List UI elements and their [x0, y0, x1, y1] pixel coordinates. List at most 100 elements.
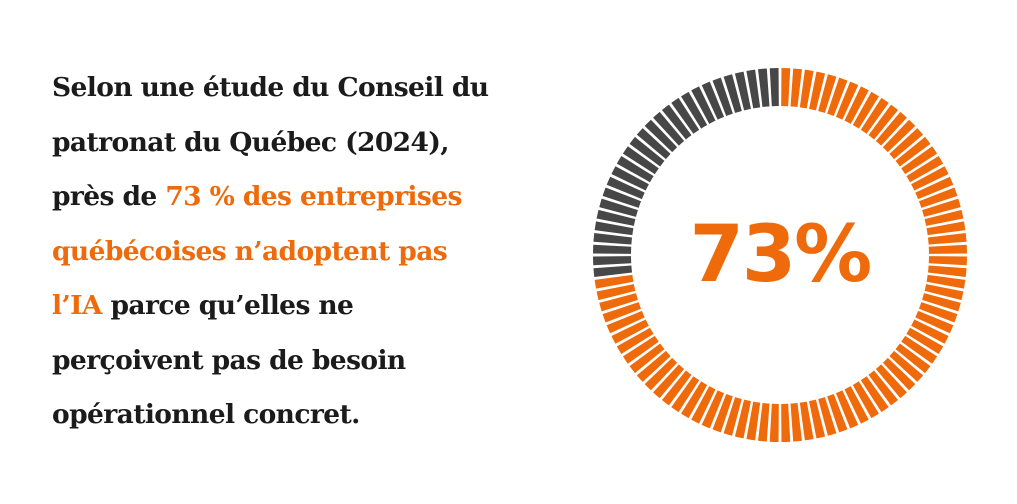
highlighted-text: 73 % des entreprises [165, 181, 462, 212]
donut-segment-adopting-not [882, 119, 916, 153]
donut-segment-adopting-not [681, 381, 708, 419]
donut-segment-adopting-not [644, 357, 678, 391]
donut-segment-remainder [712, 77, 733, 117]
text-line: l’IA parce qu’elles ne [52, 286, 572, 341]
donut-segment-remainder [723, 74, 742, 113]
donut-segment-adopting-not [712, 393, 733, 433]
donut-segment-adopting-not [926, 221, 966, 236]
donut-segment-adopting-not [606, 310, 645, 334]
donut-segment-adopting-not [701, 390, 725, 429]
donut-segment-remainder [691, 86, 716, 124]
donut-segment-remainder [593, 233, 633, 245]
donut-segment-adopting-not [852, 381, 879, 419]
donut-segment-adopting-not [882, 357, 916, 391]
donut-segment-adopting-not [636, 350, 671, 382]
donut-segment-remainder [769, 68, 779, 107]
donut-segment-adopting-not [818, 397, 837, 436]
donut-segment-adopting-not [799, 401, 814, 441]
donut-segment-remainder [602, 187, 642, 208]
donut-segment-adopting-not [927, 265, 967, 277]
donut-segment-adopting-not [827, 393, 848, 433]
donut-segment-remainder [594, 221, 634, 236]
donut-segment-adopting-not [889, 350, 924, 382]
donut-segment-adopting-not [922, 198, 961, 217]
donut-segment-adopting-not [723, 397, 742, 436]
donut-segment-remainder [599, 198, 638, 217]
donut-segment-adopting-not [924, 284, 964, 301]
text-segment: patronat du Québec (2024), [52, 126, 450, 158]
donut-segment-adopting-not [868, 370, 899, 406]
donut-segment-adopting-not [809, 71, 826, 111]
donut-segment-adopting-not [629, 343, 665, 374]
donut-segment-remainder [606, 176, 645, 200]
donut-segment-adopting-not [844, 386, 869, 424]
donut-segment-adopting-not [746, 401, 761, 441]
donut-segment-remainder [616, 156, 654, 183]
donut-segment-adopting-not [602, 302, 642, 323]
donut-segment-adopting-not [818, 74, 837, 113]
donut-segment-adopting-not [901, 146, 938, 175]
donut-segment-adopting-not [911, 319, 949, 344]
donut-segment-remainder [593, 256, 632, 266]
donut-segment-adopting-not [852, 91, 879, 129]
donut-segment-adopting-not [734, 399, 751, 439]
donut-segment-remainder [629, 136, 665, 167]
donut-segment-remainder [746, 69, 761, 109]
donut-segment-adopting-not [928, 244, 967, 254]
donut-segment-adopting-not [860, 97, 889, 134]
donut-segment-adopting-not [781, 403, 791, 442]
donut-segment-adopting-not [927, 233, 967, 245]
donut-segment-remainder [593, 265, 633, 277]
text-segment: Selon une étude du Conseil du [52, 72, 489, 103]
donut-segment-adopting-not [889, 128, 924, 160]
text-segment: parce qu’elles ne [101, 290, 354, 321]
donut-segment-remainder [611, 166, 649, 191]
donut-segment-remainder [671, 97, 700, 134]
donut-segment-adopting-not [911, 166, 949, 191]
donut-segment-adopting-not [799, 69, 814, 109]
donut-segment-remainder [636, 128, 671, 160]
donut-segment-adopting-not [928, 256, 967, 266]
center-percentage-label: 73% [689, 210, 873, 300]
donut-segment-adopting-not [827, 77, 848, 117]
donut-segment-adopting-not [790, 402, 802, 442]
donut-segment-adopting-not [844, 86, 869, 124]
donut-segment-adopting-not [915, 176, 954, 200]
donut-segment-remainder [701, 81, 725, 120]
text-segment: opérationnel concret. [52, 399, 360, 430]
donut-segment-adopting-not [599, 293, 638, 312]
text-segment: perçoivent pas de besoin [52, 344, 406, 376]
donut-segment-remainder [758, 68, 770, 108]
text-segment: près de [52, 181, 166, 212]
donut-segment-adopting-not [906, 156, 944, 183]
donut-segment-adopting-not [860, 376, 889, 413]
donut-segment-remainder [681, 91, 708, 129]
donut-segment-adopting-not [835, 390, 859, 429]
donut-segment-remainder [644, 119, 678, 153]
donut-segment-adopting-not [622, 335, 659, 364]
donut-segment-adopting-not [895, 136, 931, 167]
donut-segment-adopting-not [895, 343, 931, 374]
donut-segment-remainder [661, 104, 692, 140]
donut-segment-remainder [596, 209, 636, 226]
text-line: perçoivent pas de besoin [52, 341, 572, 396]
donut-segment-adopting-not [875, 111, 907, 146]
statement-text: Selon une étude du Conseil du patronat du… [52, 68, 572, 450]
text-line: près de 73 % des entreprises [52, 177, 572, 232]
donut-segment-adopting-not [918, 187, 958, 208]
donut-segment-adopting-not [922, 293, 961, 312]
donut-segment-adopting-not [901, 335, 938, 364]
donut-segment-adopting-not [671, 376, 700, 413]
donut-segment-adopting-not [758, 402, 770, 442]
donut-segment-adopting-not [915, 310, 954, 334]
donut-segment-adopting-not [809, 399, 826, 439]
text-line: québécoises n’adoptent pas [52, 232, 572, 287]
donut-segment-remainder [734, 71, 751, 111]
donut-segment-adopting-not [616, 327, 654, 354]
donut-segment-adopting-not [781, 68, 791, 107]
donut-segment-adopting-not [611, 319, 649, 344]
donut-segment-adopting-not [875, 364, 907, 399]
donut-segment-adopting-not [926, 274, 966, 289]
donut-segment-remainder [653, 111, 685, 146]
